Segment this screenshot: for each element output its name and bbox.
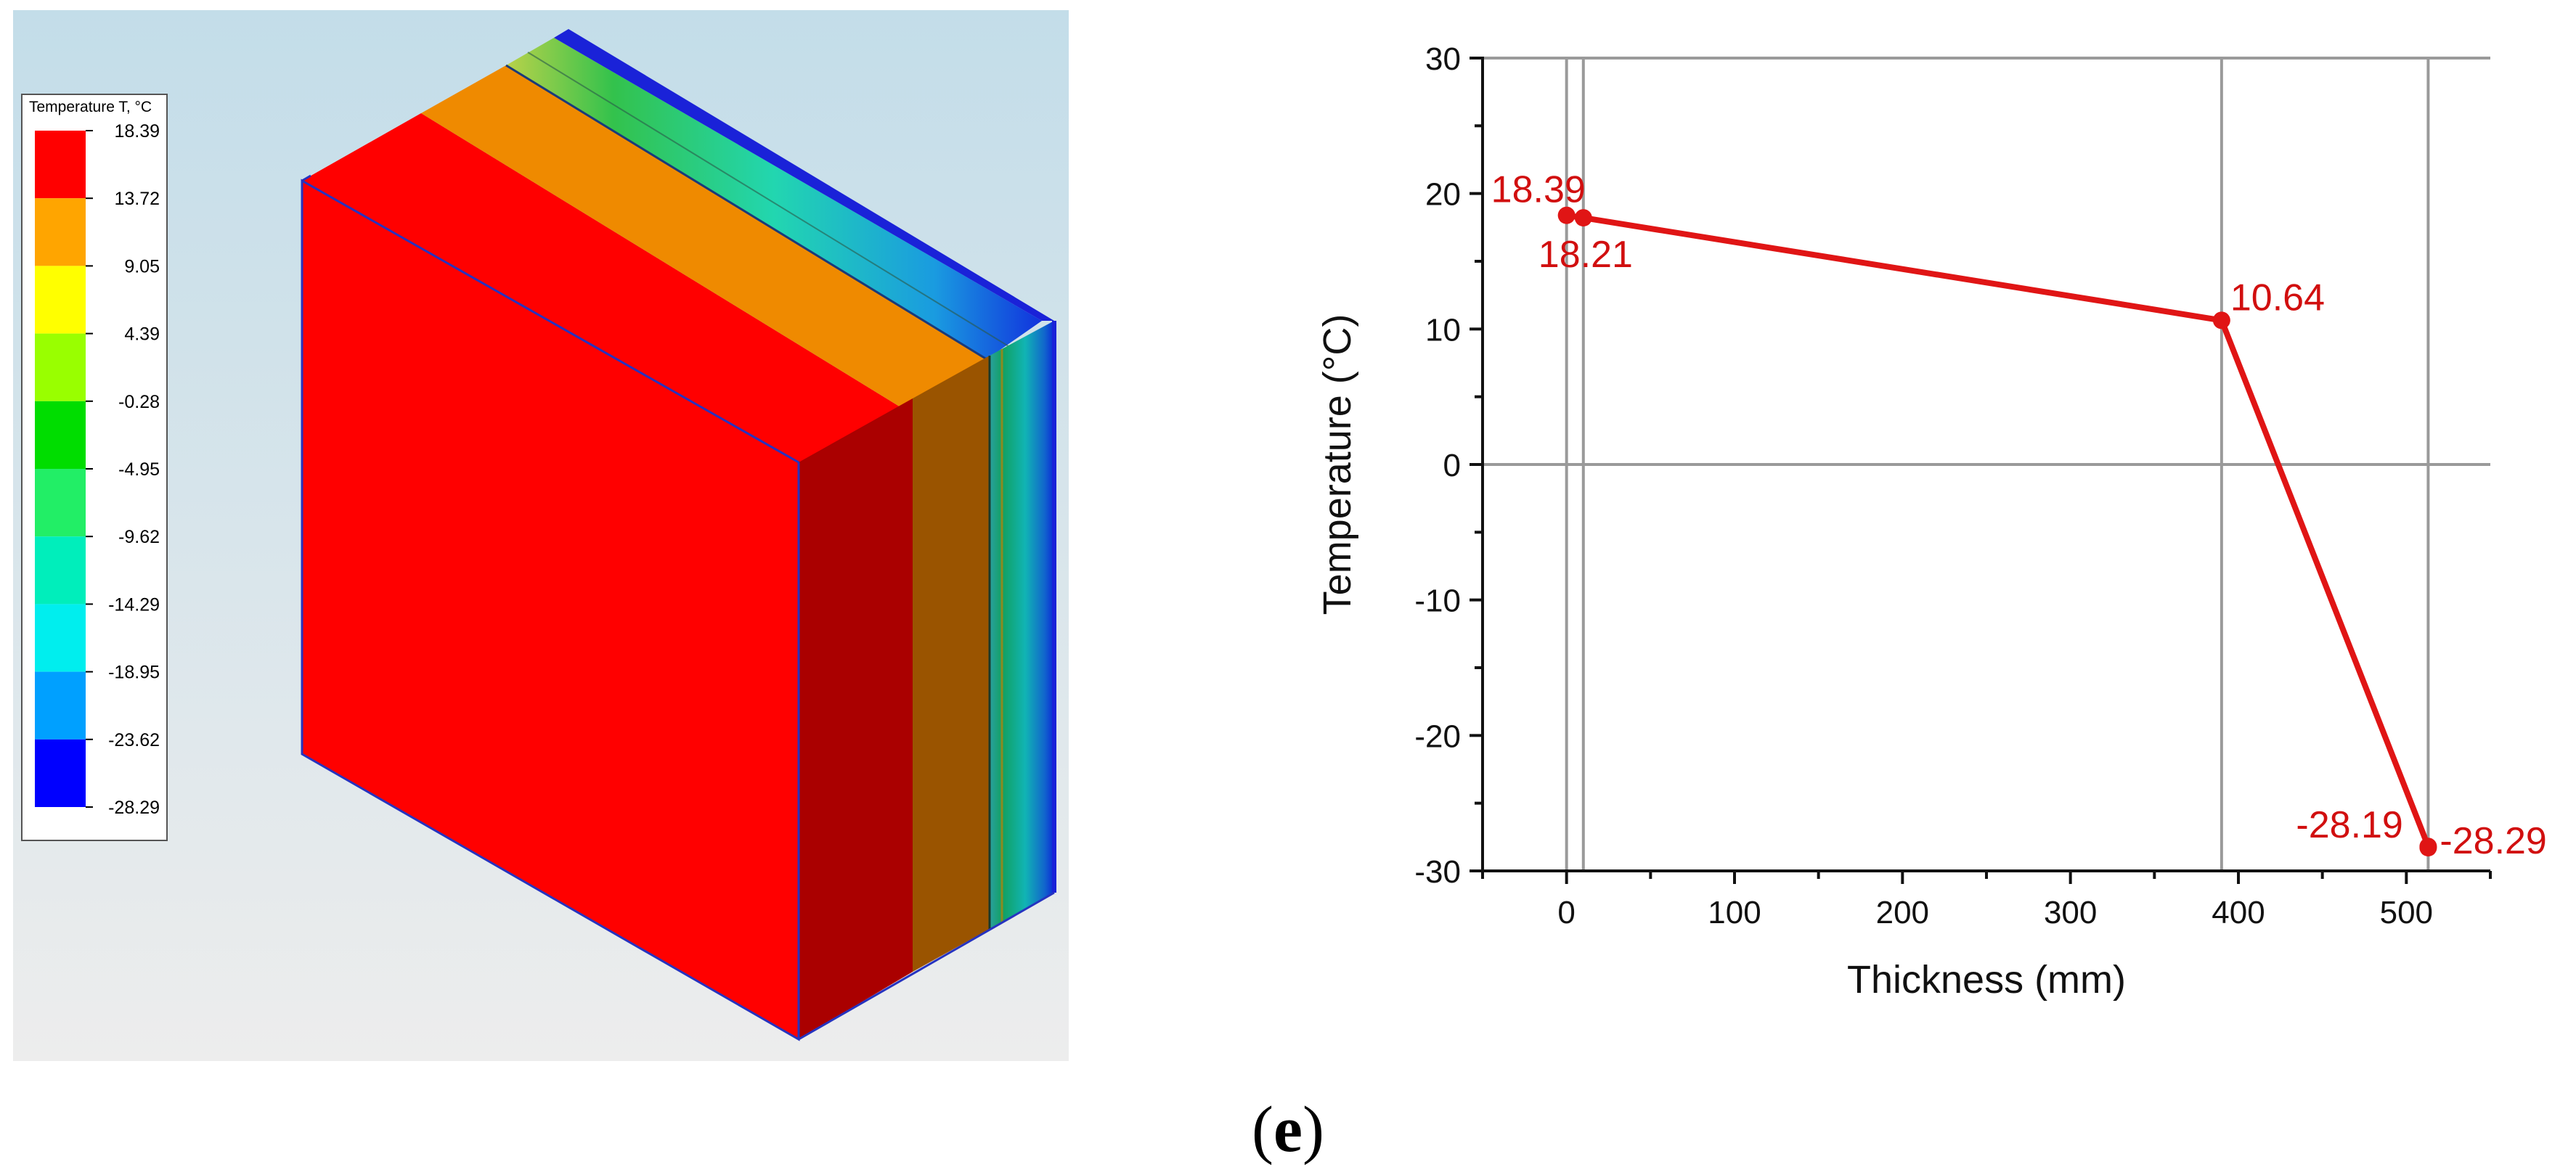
temperature-profile-chart: 0 100 200 300 400 500 30 20 10 0 -10 -20 -30 18.39 18… <box>1321 22 2576 1052</box>
top-band-exterior <box>506 38 1042 359</box>
y-tick-label: 10 <box>1425 312 1461 348</box>
y-tick-label: -30 <box>1414 854 1461 890</box>
x-axis-title: Thickness (mm) <box>1847 958 2126 1002</box>
legend-swatch <box>35 266 86 334</box>
caption-letter: e <box>1273 1094 1303 1166</box>
x-tick-label: 200 <box>1876 895 1929 930</box>
data-point <box>1574 209 1592 227</box>
data-point <box>2212 311 2230 329</box>
legend-value: -14.29 <box>108 594 160 615</box>
data-point <box>1557 206 1576 224</box>
top-band-insulation <box>421 65 987 408</box>
data-point-label: -28.29 <box>2440 820 2546 862</box>
wall-temperature-simulation: Temperature T, °C 18.39 13.72 9.05 4.39 -0.2… <box>13 10 1069 1061</box>
legend-value: 9.05 <box>124 256 160 277</box>
legend-swatch <box>35 333 86 401</box>
legend-value: -0.28 <box>118 392 160 412</box>
legend-swatch <box>35 671 86 740</box>
legend-value: -4.95 <box>118 459 160 480</box>
temperature-legend: Temperature T, °C 18.39 13.72 9.05 4.39 -0.2… <box>21 94 168 841</box>
legend-value: 4.39 <box>124 324 160 345</box>
data-point-label: -28.19 <box>2296 804 2402 846</box>
data-point-label: 18.21 <box>1538 234 1633 276</box>
legend-swatch <box>35 131 86 199</box>
wall-block-3d <box>301 29 1056 1041</box>
side-band-interior <box>799 398 913 1039</box>
legend-value: -23.62 <box>108 730 160 750</box>
legend-swatch <box>35 401 86 469</box>
caption-open-paren: ( <box>1252 1094 1274 1166</box>
caption-close-paren: ) <box>1302 1094 1324 1166</box>
legend-swatch <box>35 536 86 605</box>
y-tick-label: 20 <box>1425 177 1461 213</box>
x-tick-label: 100 <box>1708 895 1761 930</box>
top-band-interior <box>302 113 902 475</box>
side-band-insulation <box>913 356 990 972</box>
data-point-label: 10.64 <box>2230 277 2325 319</box>
y-axis-title: Temperature (°C) <box>1321 314 1359 615</box>
legend-swatch <box>35 739 86 807</box>
x-tick-label: 300 <box>2044 895 2097 930</box>
legend-swatch <box>35 198 86 266</box>
legend-swatch <box>35 469 86 537</box>
x-tick-label: 400 <box>2212 895 2265 930</box>
y-tick-label: 0 <box>1443 448 1461 483</box>
y-tick-label: 30 <box>1425 41 1461 77</box>
data-point <box>2419 839 2437 857</box>
data-point-label: 18.39 <box>1491 169 1586 211</box>
y-tick-label: -20 <box>1414 718 1461 754</box>
legend-value: 18.39 <box>114 121 160 142</box>
x-tick-label: 0 <box>1557 895 1575 930</box>
legend-title: Temperature T, °C <box>29 99 152 115</box>
figure-caption: (e) <box>0 1092 2576 1167</box>
legend-value: -28.29 <box>108 798 160 818</box>
simulation-panel: Temperature T, °C 18.39 13.72 9.05 4.39 -0.2… <box>13 10 1069 1061</box>
legend-swatch <box>35 604 86 672</box>
x-tick-label: 500 <box>2380 895 2433 930</box>
legend-value: 13.72 <box>114 189 160 209</box>
side-band-exterior <box>990 321 1054 929</box>
y-tick-label: -10 <box>1414 584 1461 619</box>
legend-value: -9.62 <box>118 527 160 547</box>
legend-value: -18.95 <box>108 663 160 683</box>
